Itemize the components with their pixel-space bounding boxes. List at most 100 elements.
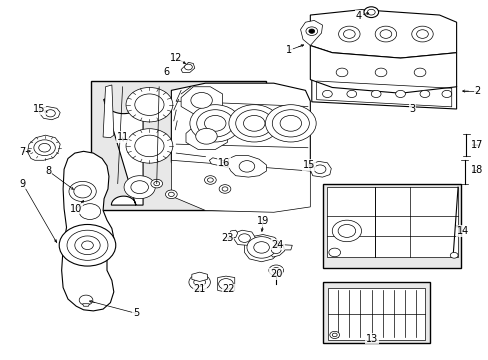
Circle shape [253,242,269,253]
Circle shape [190,93,212,108]
Circle shape [305,27,317,36]
Circle shape [235,110,272,137]
Circle shape [314,165,325,174]
Circle shape [126,87,172,122]
Circle shape [39,143,50,152]
Text: 24: 24 [271,239,283,249]
Bar [322,184,461,268]
Bar [322,282,429,343]
Circle shape [69,181,96,202]
Circle shape [363,7,378,18]
Polygon shape [310,45,456,93]
Polygon shape [185,123,227,149]
Circle shape [337,225,355,237]
Circle shape [126,129,172,163]
Text: 16: 16 [218,158,230,168]
Polygon shape [40,107,60,120]
Circle shape [416,30,427,39]
Circle shape [135,94,163,116]
Circle shape [59,225,116,266]
Text: 6: 6 [163,67,169,77]
Polygon shape [82,304,89,306]
Polygon shape [328,288,424,339]
Text: 15: 15 [302,160,314,170]
Circle shape [335,68,347,77]
Circle shape [67,230,108,260]
Circle shape [238,234,250,242]
Text: 7: 7 [20,147,26,157]
Circle shape [34,140,55,156]
Text: 15: 15 [33,104,45,114]
Circle shape [441,90,451,98]
Circle shape [374,68,386,77]
Text: 10: 10 [70,204,82,214]
Text: 5: 5 [133,309,139,318]
Polygon shape [217,276,234,292]
Text: 18: 18 [470,165,483,175]
Circle shape [411,26,432,42]
Polygon shape [171,160,310,212]
Polygon shape [181,87,222,114]
Text: 13: 13 [366,333,378,343]
Circle shape [124,176,155,199]
Circle shape [222,187,227,191]
Text: 2: 2 [473,86,480,96]
Text: 11: 11 [116,132,128,142]
Circle shape [308,29,314,33]
Circle shape [280,116,301,131]
Text: 9: 9 [20,179,26,189]
Circle shape [207,178,213,182]
Circle shape [379,30,391,39]
Polygon shape [61,151,114,311]
Circle shape [81,241,93,249]
Polygon shape [310,161,330,177]
Circle shape [195,129,217,144]
Circle shape [272,267,280,273]
Circle shape [219,185,230,193]
Circle shape [413,68,425,77]
Circle shape [204,116,225,131]
Polygon shape [244,234,281,262]
Text: 14: 14 [456,226,468,236]
Circle shape [370,90,380,98]
Polygon shape [233,230,255,245]
Circle shape [395,90,405,98]
Circle shape [331,220,361,242]
Text: 3: 3 [409,104,415,114]
Circle shape [243,116,264,131]
Text: 1: 1 [285,45,292,55]
Circle shape [131,181,148,194]
Circle shape [135,135,163,157]
Polygon shape [27,135,60,160]
Polygon shape [103,85,114,138]
Circle shape [268,265,283,276]
Circle shape [184,64,192,70]
Polygon shape [104,99,143,205]
Circle shape [189,105,240,142]
Text: 21: 21 [193,284,205,294]
Circle shape [165,190,177,199]
Text: 4: 4 [355,11,362,21]
Circle shape [75,236,100,255]
Circle shape [74,185,91,198]
Circle shape [346,90,356,98]
Circle shape [204,176,216,184]
Text: 17: 17 [470,140,483,150]
Text: 19: 19 [256,216,268,226]
Bar [91,81,266,211]
Polygon shape [311,79,456,109]
Circle shape [338,26,359,42]
Circle shape [151,179,162,188]
Polygon shape [171,83,310,178]
Circle shape [218,279,233,289]
Circle shape [239,161,254,172]
Polygon shape [209,158,228,167]
Circle shape [79,295,93,305]
Circle shape [193,278,205,287]
Circle shape [188,274,210,290]
Circle shape [45,110,55,117]
Text: 12: 12 [170,53,182,63]
Circle shape [329,331,339,338]
Text: 22: 22 [222,284,235,294]
Text: 23: 23 [221,233,233,243]
